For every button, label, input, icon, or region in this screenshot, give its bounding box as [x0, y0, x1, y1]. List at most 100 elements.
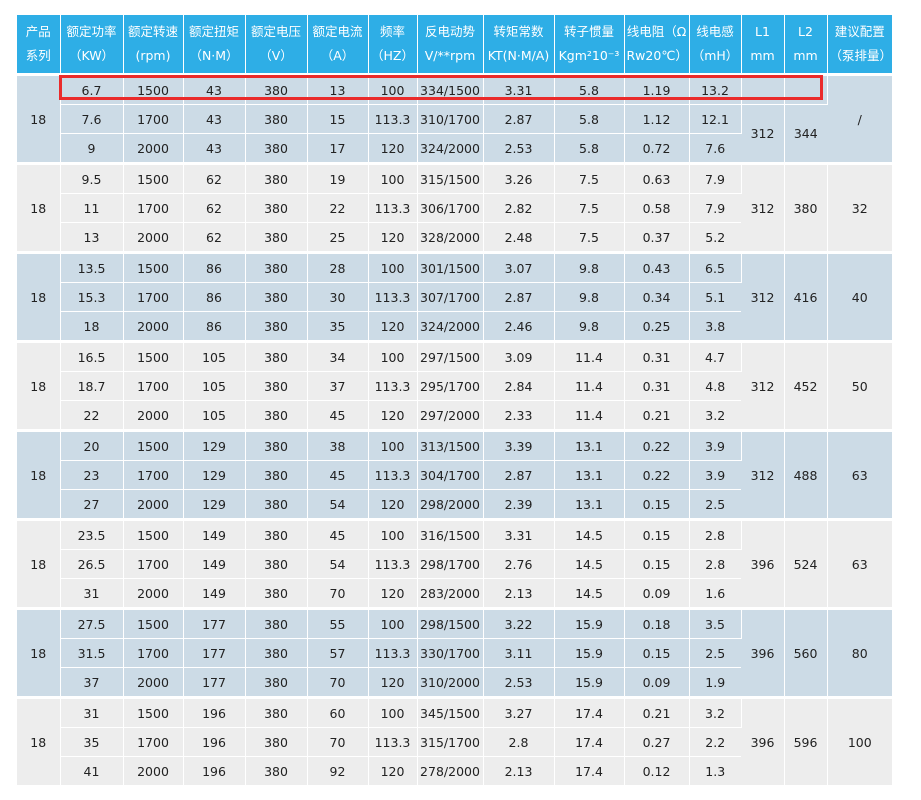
table-cell: 380: [245, 727, 308, 757]
table-cell: 380: [245, 133, 308, 164]
table-cell: 380: [245, 549, 308, 579]
table-cell: 2000: [123, 400, 184, 431]
table-cell: 177: [183, 667, 246, 698]
table-cell: 2.48: [483, 222, 555, 253]
table-cell: 5.2: [689, 222, 741, 253]
column-header: 额定转速 (rpm): [123, 15, 184, 75]
table-cell: 0.27: [624, 727, 690, 757]
table-cell: 2.8: [689, 518, 742, 550]
column-header: 额定电压 （V）: [245, 15, 308, 75]
table-cell: 380: [245, 607, 308, 639]
table-cell: 100: [368, 429, 418, 461]
table-cell: 129: [183, 489, 246, 520]
table-cell: 31.5: [60, 638, 124, 668]
table-cell: 6.5: [689, 251, 742, 283]
table-cell: 0.09: [624, 667, 690, 698]
l1-cell: [741, 73, 785, 105]
l2-cell: 344: [784, 104, 827, 164]
column-header-line: 频率: [379, 24, 405, 39]
table-cell: 120: [368, 756, 418, 786]
table-cell: 18.7: [60, 371, 124, 401]
table-cell: 120: [368, 667, 418, 698]
table-cell: 62: [183, 222, 246, 253]
table-cell: 0.25: [624, 311, 690, 342]
table-cell: 0.37: [624, 222, 690, 253]
table-cell: 54: [307, 489, 369, 520]
table-cell: 120: [368, 133, 418, 164]
table-cell: 54: [307, 549, 369, 579]
table-cell: 12.1: [689, 104, 742, 134]
table-cell: 113.3: [368, 460, 418, 490]
l2-cell: 596: [784, 696, 828, 786]
table-cell: 324/2000: [417, 133, 484, 164]
l2-cell: [784, 73, 828, 105]
table-row: 18 16.5 1500 105 380 34 100 297/1500 3.09 11.4 0.3…: [17, 340, 892, 431]
table-cell: 304/1700: [417, 460, 484, 490]
table-cell: 35: [307, 311, 369, 342]
table-row: 35 1700 196 380 70 113.3 315/1700 2.8 17.4 0.27 2.…: [17, 727, 892, 757]
column-header-line: (rpm): [135, 48, 171, 63]
table-cell: 177: [183, 607, 246, 639]
table-cell: 31: [60, 696, 124, 728]
table-cell: 1.12: [624, 104, 690, 134]
table-row: 18 9.5 1500 62 380 19 100 315/1500 3.26 7.5 0.63 7.…: [17, 162, 892, 253]
table-cell: 196: [183, 727, 246, 757]
table-header: 产品 系列 额定功率 （KW） 额定转速 (rpm) 额定扭矩 （N·M） 额定电压 （V） 额定电…: [17, 15, 892, 75]
column-header-line: 转子惯量: [563, 24, 614, 39]
table-cell: 120: [368, 578, 418, 609]
table-cell: 2000: [123, 311, 184, 342]
table-cell: 23: [60, 460, 124, 490]
l2-cell: 380: [784, 162, 828, 253]
table-cell: 105: [183, 400, 246, 431]
table-cell: 15: [307, 104, 369, 134]
table-cell: 0.15: [624, 638, 690, 668]
table-cell: 0.31: [624, 340, 690, 372]
table-row: 18 2000 86 380 35 120 324/2000 2.46 9.8 0.25 3.8: [17, 311, 892, 342]
table-cell: 100: [368, 518, 418, 550]
table-cell: 11.4: [554, 371, 625, 401]
config-cell: 40: [827, 251, 892, 342]
table-cell: 43: [183, 133, 246, 164]
table-row: 18 6.7 1500 43 380 13 100 334/1500 3.31 5.8 1.19 13…: [17, 73, 892, 164]
table-cell: 100: [368, 340, 418, 372]
table-cell: 1700: [123, 104, 184, 134]
table-cell: 105: [183, 371, 246, 401]
table-cell: 0.22: [624, 460, 690, 490]
table-cell: 380: [245, 162, 308, 194]
table-cell: 324/2000: [417, 311, 484, 342]
table-cell: 70: [307, 578, 369, 609]
table-cell: 1.9: [689, 667, 741, 698]
table-cell: 37: [307, 371, 369, 401]
column-header-line: 建议配置: [834, 24, 885, 39]
table-cell: 1500: [123, 518, 184, 550]
table-cell: 196: [183, 756, 246, 786]
table-cell: 328/2000: [417, 222, 484, 253]
table-cell: 3.9: [689, 429, 742, 461]
table-cell: 7.9: [689, 162, 742, 194]
table-cell: 1500: [123, 162, 184, 194]
table-cell: 0.31: [624, 371, 690, 401]
table-cell: 113.3: [368, 193, 418, 223]
table-cell: 7.5: [554, 193, 625, 223]
column-header: 产品 系列: [17, 15, 61, 75]
table-cell: 100: [368, 696, 418, 728]
series-cell: 18: [17, 696, 61, 786]
table-cell: 380: [245, 756, 308, 786]
table-cell: 86: [183, 251, 246, 283]
table-cell: 3.39: [483, 429, 555, 461]
table-cell: 0.34: [624, 282, 690, 312]
table-cell: 1.19: [624, 73, 690, 105]
table-cell: 283/2000: [417, 578, 484, 609]
table-cell: 0.58: [624, 193, 690, 223]
table-cell: 120: [368, 489, 418, 520]
table-cell: 3.8: [689, 311, 741, 342]
table-cell: 3.07: [483, 251, 555, 283]
l2-cell: 416: [784, 251, 828, 342]
table-cell: 380: [245, 696, 308, 728]
table-cell: 100: [368, 251, 418, 283]
table-row: 18.7 1700 105 380 37 113.3 295/1700 2.84 11.4 0.3…: [17, 371, 892, 401]
column-header: L2 mm: [784, 15, 828, 75]
table-cell: 380: [245, 371, 308, 401]
table-cell: 149: [183, 578, 246, 609]
table-cell: 34: [307, 340, 369, 372]
